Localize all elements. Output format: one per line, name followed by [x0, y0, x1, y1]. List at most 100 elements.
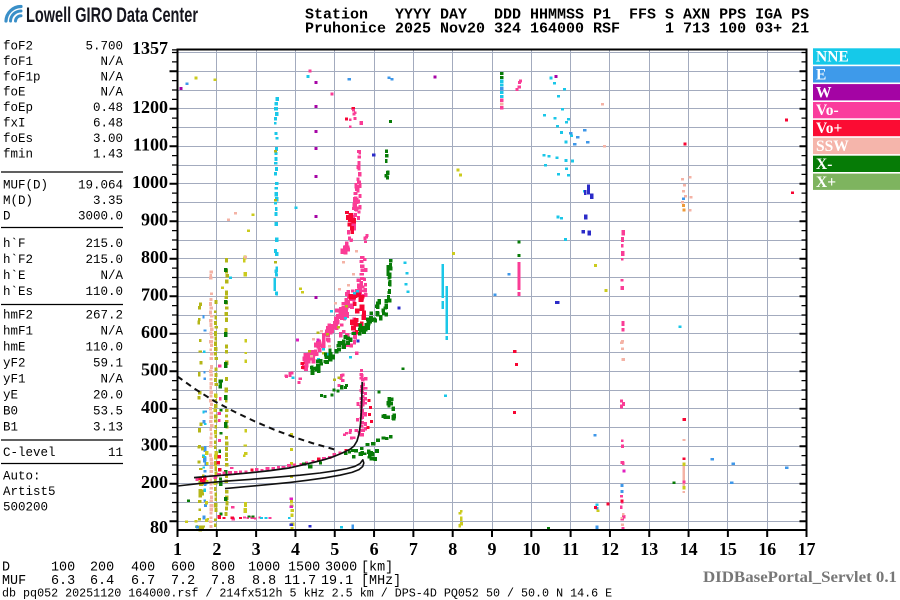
svg-text:6: 6: [370, 539, 379, 559]
svg-text:MUF: MUF: [2, 574, 26, 589]
svg-text:80: 80: [150, 517, 168, 537]
svg-text:4: 4: [291, 539, 300, 559]
svg-text:110.0: 110.0: [85, 285, 123, 299]
svg-text:8.8: 8.8: [252, 574, 276, 589]
svg-text:13: 13: [640, 539, 658, 559]
svg-text:3.35: 3.35: [93, 194, 123, 208]
svg-text:1: 1: [173, 539, 182, 559]
svg-text:3000: 3000: [325, 561, 357, 576]
svg-text:B0: B0: [3, 405, 18, 419]
svg-text:400: 400: [141, 397, 168, 417]
svg-text:M(D): M(D): [3, 194, 33, 208]
svg-text:Vo+: Vo+: [816, 120, 843, 137]
svg-text:D: D: [2, 561, 10, 576]
svg-text:Pruhonice 2025 Nov20 324 16400: Pruhonice 2025 Nov20 324 164000 RSF 1 71…: [305, 21, 809, 38]
svg-text:X-: X-: [816, 156, 832, 173]
svg-text:16: 16: [758, 539, 776, 559]
svg-text:800: 800: [211, 561, 235, 576]
svg-text:5.700: 5.700: [85, 40, 123, 54]
svg-text:DIDBasePortal_Servlet 0.1: DIDBasePortal_Servlet 0.1: [703, 569, 897, 586]
svg-text:7.2: 7.2: [171, 574, 195, 589]
svg-text:3.00: 3.00: [93, 132, 123, 146]
svg-text:1000: 1000: [132, 172, 168, 192]
svg-text:X+: X+: [816, 174, 836, 191]
svg-text:N/A: N/A: [100, 55, 123, 69]
svg-text:500200: 500200: [3, 501, 48, 515]
svg-text:[km]: [km]: [361, 561, 393, 576]
svg-text:19.1: 19.1: [321, 574, 353, 589]
svg-text:9: 9: [488, 539, 497, 559]
svg-text:7.8: 7.8: [211, 574, 235, 589]
svg-text:215.0: 215.0: [85, 237, 123, 251]
svg-text:1.43: 1.43: [93, 147, 123, 161]
svg-text:N/A: N/A: [100, 325, 123, 339]
svg-text:C-level: C-level: [3, 446, 56, 460]
svg-text:12: 12: [601, 539, 619, 559]
svg-text:6.48: 6.48: [93, 117, 123, 131]
svg-text:6.3: 6.3: [51, 574, 75, 589]
svg-text:19.064: 19.064: [78, 179, 123, 193]
svg-text:fxI: fxI: [3, 117, 26, 131]
svg-text:17: 17: [798, 539, 816, 559]
svg-text:400: 400: [131, 561, 155, 576]
svg-text:1500: 1500: [288, 561, 320, 576]
svg-text:215.0: 215.0: [85, 253, 123, 267]
svg-text:3000.0: 3000.0: [78, 210, 123, 224]
svg-text:5: 5: [330, 539, 339, 559]
svg-text:N/A: N/A: [100, 86, 123, 100]
svg-text:Artist5: Artist5: [3, 485, 56, 499]
svg-text:B1: B1: [3, 421, 18, 435]
svg-text:[MHz]: [MHz]: [361, 574, 401, 589]
svg-text:700: 700: [141, 284, 168, 304]
svg-text:2: 2: [212, 539, 221, 559]
svg-text:MUF(D): MUF(D): [3, 179, 48, 193]
svg-text:Station YYYY DAY DDD HHMMS: Station YYYY DAY DDD HHMMSS P1 FFS S AXN…: [305, 7, 809, 24]
svg-text:db pq052 20251120 164000.rsf /: db pq052 20251120 164000.rsf / 214fx512h…: [2, 587, 612, 600]
svg-text:1100: 1100: [133, 134, 168, 154]
svg-text:500: 500: [141, 359, 168, 379]
svg-text:h`E: h`E: [3, 269, 26, 283]
svg-text:100: 100: [51, 561, 75, 576]
svg-text:110.0: 110.0: [85, 341, 123, 355]
svg-text:267.2: 267.2: [85, 309, 123, 323]
svg-text:hmF1: hmF1: [3, 325, 33, 339]
svg-text:foEs: foEs: [3, 132, 33, 146]
svg-text:59.1: 59.1: [93, 357, 123, 371]
svg-text:1357: 1357: [132, 38, 168, 58]
svg-text:hmE: hmE: [3, 341, 26, 355]
svg-text:6.4: 6.4: [90, 574, 114, 589]
svg-text:3.13: 3.13: [93, 421, 123, 435]
svg-text:14: 14: [680, 539, 698, 559]
svg-text:7: 7: [409, 539, 418, 559]
svg-text:foF1p: foF1p: [3, 70, 41, 84]
svg-text:1200: 1200: [132, 97, 168, 117]
svg-text:900: 900: [141, 209, 168, 229]
svg-text:300: 300: [141, 434, 168, 454]
svg-text:foEp: foEp: [3, 101, 33, 115]
svg-text:200: 200: [141, 472, 168, 492]
svg-text:W: W: [816, 84, 832, 101]
svg-text:0.48: 0.48: [93, 101, 123, 115]
svg-text:11.7: 11.7: [284, 574, 316, 589]
svg-text:D: D: [3, 210, 11, 224]
svg-text:11: 11: [562, 539, 579, 559]
svg-text:10: 10: [522, 539, 540, 559]
svg-text:yF2: yF2: [3, 357, 26, 371]
svg-text:11: 11: [108, 446, 123, 460]
svg-text:600: 600: [171, 561, 195, 576]
svg-text:E: E: [816, 66, 826, 83]
svg-text:Vo-: Vo-: [816, 102, 839, 119]
svg-text:N/A: N/A: [100, 269, 123, 283]
svg-text:hmF2: hmF2: [3, 309, 33, 323]
svg-text:15: 15: [719, 539, 737, 559]
svg-text:Lowell GIRO Data Center: Lowell GIRO Data Center: [26, 4, 198, 27]
svg-text:NNE: NNE: [816, 49, 849, 66]
svg-text:yF1: yF1: [3, 373, 26, 387]
svg-text:foE: foE: [3, 86, 26, 100]
svg-text:h`Es: h`Es: [3, 285, 33, 299]
svg-text:6.7: 6.7: [131, 574, 155, 589]
svg-text:1000: 1000: [248, 561, 280, 576]
svg-text:3: 3: [252, 539, 261, 559]
svg-text:800: 800: [141, 247, 168, 267]
svg-text:8: 8: [448, 539, 457, 559]
